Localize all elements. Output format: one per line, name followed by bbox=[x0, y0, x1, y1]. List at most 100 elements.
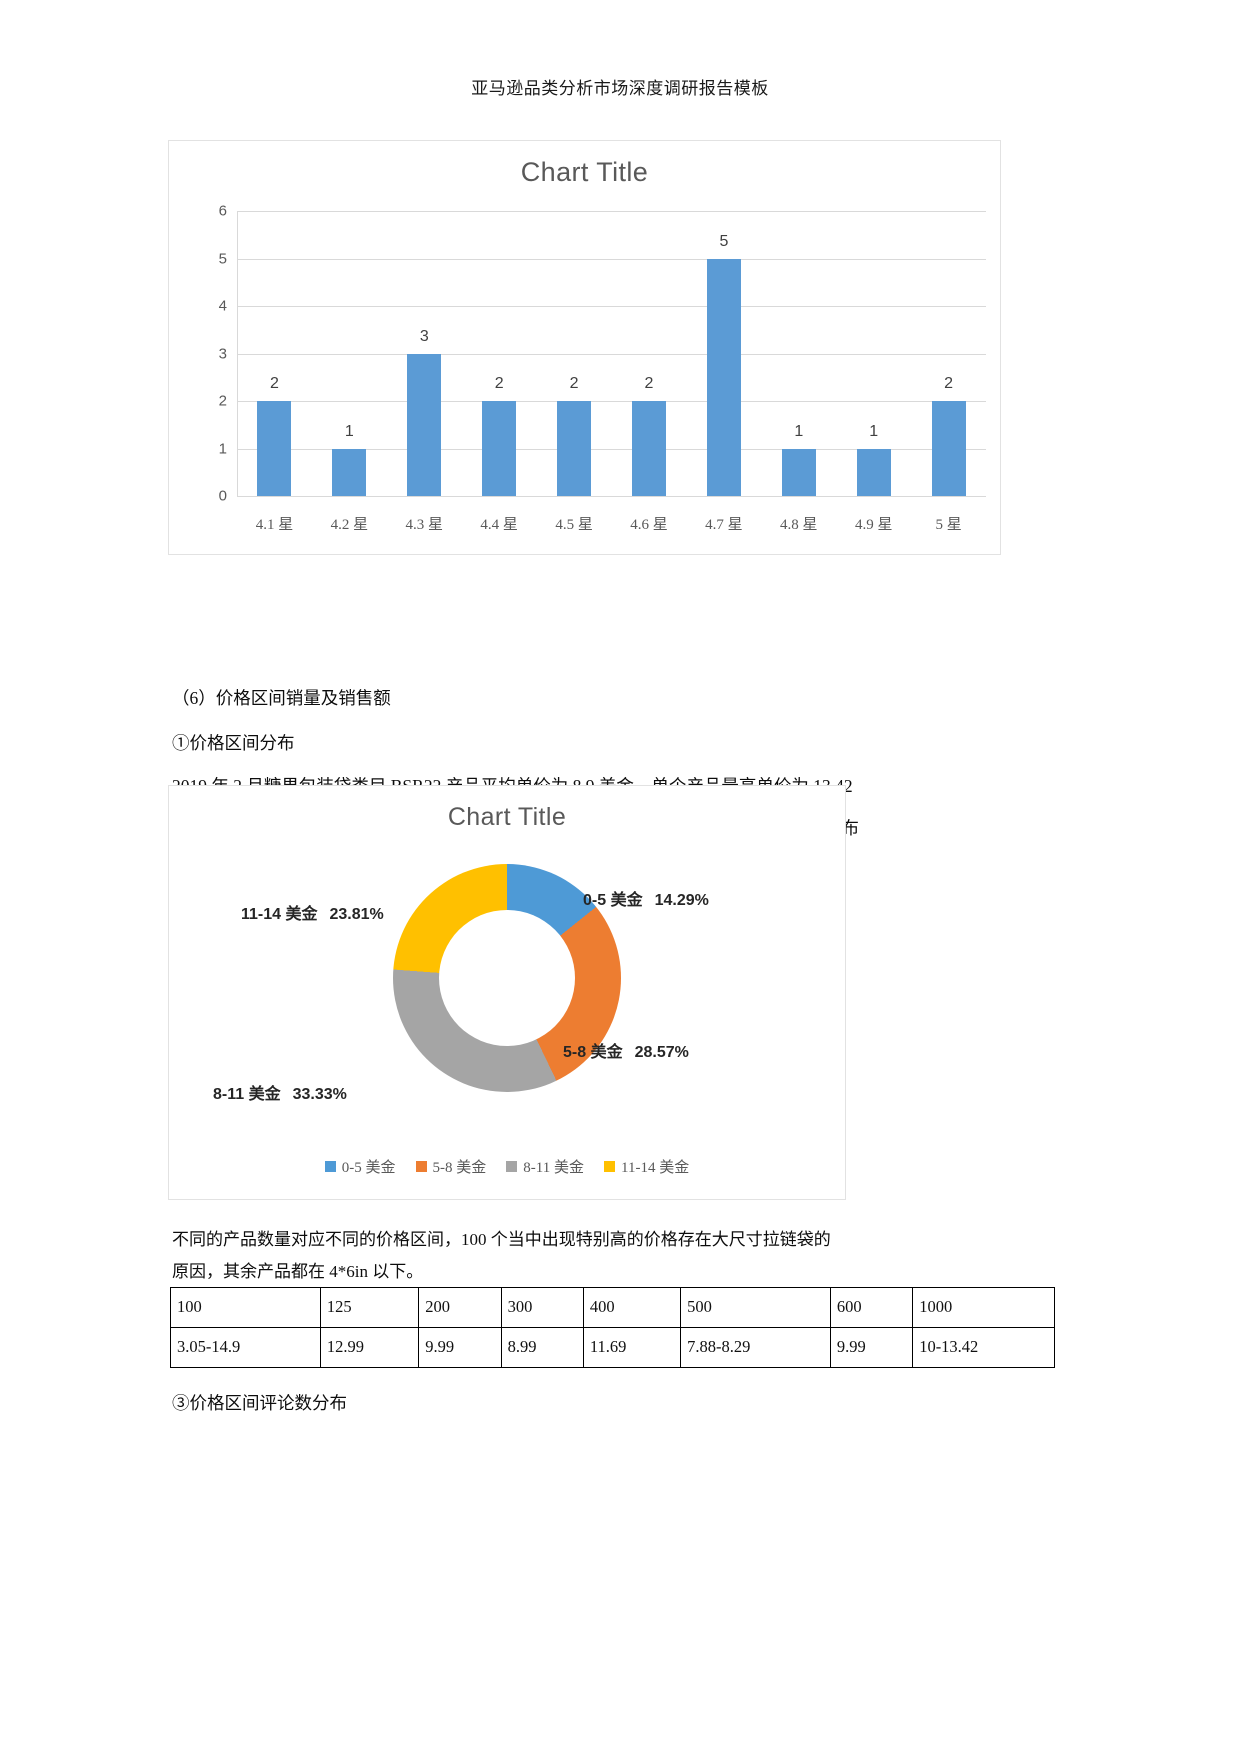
table-cell: 11.69 bbox=[582, 1327, 682, 1368]
after-pie-line-2: 原因，其余产品都在 4*6in 以下。 bbox=[172, 1262, 424, 1281]
bar-chart-bar[interactable]: 2 bbox=[631, 375, 666, 496]
section-heading-3: ③价格区间评论数分布 bbox=[172, 1393, 347, 1413]
bar-chart-bar-slot[interactable]: 5 bbox=[686, 211, 761, 496]
donut-legend-swatch bbox=[324, 1161, 336, 1172]
bar-chart-y-tick: 2 bbox=[218, 392, 227, 410]
bar-chart-bar-slot[interactable]: 1 bbox=[836, 211, 911, 496]
bar-chart-data-label: 2 bbox=[270, 375, 279, 392]
donut-label-8-11-text: 8-11 美金 bbox=[213, 1086, 281, 1103]
bar-chart-bar-slot[interactable]: 2 bbox=[612, 211, 687, 496]
bar-chart-y-tick: 3 bbox=[218, 345, 227, 362]
bar-chart-y-tick: 1 bbox=[218, 440, 227, 457]
donut-chart-title: Chart Title bbox=[447, 803, 567, 831]
table-row: 100 125 200 300 400 500 600 1000 bbox=[170, 1287, 1055, 1328]
bar-chart-data-label: 5 bbox=[719, 232, 729, 250]
bar-chart-x-tick: 4.2 星 bbox=[330, 517, 369, 533]
table-cell: 500 bbox=[680, 1287, 831, 1328]
table-cell: 7.88-8.29 bbox=[680, 1327, 831, 1368]
bar-chart-data-label: 1 bbox=[794, 422, 804, 440]
bar-chart-x-tick: 4.7 星 bbox=[705, 517, 743, 533]
price-quantity-table: 100 125 200 300 400 500 600 1000 3.05-14.9 12.99 9… bbox=[170, 1287, 1055, 1368]
donut-label-0-5-value: 14.29% bbox=[654, 892, 709, 909]
bar-chart-bar[interactable]: 2 bbox=[482, 375, 517, 496]
bar-chart-bar[interactable]: 1 bbox=[332, 423, 367, 496]
bar-chart-bar[interactable]: 1 bbox=[856, 423, 891, 496]
bar-chart-gridline bbox=[237, 496, 986, 497]
donut-chart-legend: 0-5 美金 5-8 美金 8-11 美金 11-14 美金 bbox=[169, 1156, 845, 1177]
bar-chart-gridlines bbox=[237, 211, 986, 497]
bar-chart-x-tick: 4.3 星 bbox=[405, 517, 444, 533]
donut-legend-label: 0-5 美金 bbox=[341, 1160, 396, 1176]
table-cell: 400 bbox=[582, 1287, 682, 1328]
bar-chart-bar[interactable]: 2 bbox=[557, 375, 592, 496]
bar-chart-gridline bbox=[237, 401, 986, 402]
bar-chart[interactable]: Chart Title 0 1 2 3 4 5 6 2 1 3 2 2 2 5 1 1 2 4.1 星 4.2 … bbox=[168, 140, 1001, 555]
table-cell: 1000 bbox=[912, 1287, 1055, 1328]
bar-chart-x-tick: 4.9 星 bbox=[854, 517, 893, 533]
bar-chart-x-axis: 4.1 星 4.2 星 4.3 星 4.4 星 4.5 星 4.6 星 4.7 星 4.8 星… bbox=[237, 513, 986, 534]
donut-label-5-8-text: 5-8 美金 bbox=[563, 1044, 623, 1061]
donut-legend-swatch bbox=[415, 1161, 427, 1172]
bar-chart-bars: 2 1 3 2 2 2 5 1 1 2 bbox=[237, 211, 986, 496]
bar-chart-y-tick: 0 bbox=[218, 487, 227, 505]
donut-chart-plot-area: 0-5 美金 14.29% 5-8 美金 28.57% 8-11 美金 33.33% … bbox=[169, 858, 845, 1128]
bar-chart-bar-slot[interactable]: 3 bbox=[387, 211, 462, 496]
bar-chart-x-tick: 4.4 星 bbox=[480, 517, 518, 533]
bar-chart-data-label: 2 bbox=[569, 375, 579, 392]
bar-chart-gridline bbox=[237, 258, 986, 260]
bar-chart-bar[interactable]: 1 bbox=[781, 423, 816, 496]
bar-chart-bar-slot[interactable]: 1 bbox=[312, 211, 387, 496]
table-cell: 9.99 bbox=[418, 1327, 502, 1368]
donut-legend-item[interactable]: 0-5 美金 bbox=[324, 1156, 396, 1177]
bar-chart-bar-slot[interactable]: 1 bbox=[761, 211, 836, 496]
bar-chart-y-tick: 4 bbox=[218, 297, 227, 315]
donut-legend-swatch bbox=[604, 1161, 615, 1172]
bar-chart-gridline bbox=[237, 211, 986, 212]
table-cell: 9.99 bbox=[829, 1327, 914, 1368]
donut-legend-item[interactable]: 8-11 美金 bbox=[506, 1156, 584, 1177]
donut-legend-label: 5-8 美金 bbox=[432, 1160, 487, 1176]
bar-chart-x-tick: 5 星 bbox=[935, 517, 962, 533]
donut-legend-label: 8-11 美金 bbox=[523, 1160, 584, 1176]
bar-chart-bar[interactable]: 2 bbox=[931, 375, 966, 496]
section-heading-1: ①价格区间分布 bbox=[172, 733, 295, 753]
donut-label-11-14-text: 11-14 美金 bbox=[241, 906, 318, 923]
bar-chart-bar-slot[interactable]: 2 bbox=[237, 211, 312, 496]
donut-label-11-14-value: 23.81% bbox=[329, 906, 384, 923]
bar-chart-y-axis: 0 1 2 3 4 5 6 bbox=[203, 203, 233, 505]
table-cell: 12.99 bbox=[319, 1327, 420, 1368]
bar-chart-plot-area: 0 1 2 3 4 5 6 2 1 3 2 2 2 5 1 1 2 bbox=[203, 203, 986, 505]
bar-chart-data-label: 1 bbox=[869, 422, 879, 440]
page-title: 亚马逊品类分析市场深度调研报告模板 bbox=[471, 79, 769, 98]
table-cell: 200 bbox=[418, 1287, 502, 1328]
donut-label-8-11: 8-11 美金 33.33% bbox=[213, 1080, 347, 1104]
donut-label-8-11-value: 33.33% bbox=[292, 1086, 347, 1103]
bar-chart-x-tick: 4.8 星 bbox=[780, 517, 818, 533]
donut-legend-item[interactable]: 11-14 美金 bbox=[604, 1156, 689, 1177]
bar-chart-y-axis-line bbox=[237, 211, 238, 496]
donut-chart[interactable]: Chart Title 0-5 美金 14.29% 5-8 美金 28.57% 8-… bbox=[168, 785, 846, 1200]
donut-legend-item[interactable]: 5-8 美金 bbox=[415, 1156, 487, 1177]
donut-ring bbox=[393, 864, 621, 1092]
bar-chart-data-label: 2 bbox=[944, 375, 954, 392]
table-cell: 3.05-14.9 bbox=[170, 1327, 321, 1368]
donut-label-0-5: 0-5 美金 14.29% bbox=[583, 886, 709, 910]
table-cell: 100 bbox=[170, 1287, 321, 1328]
bar-chart-bar[interactable]: 3 bbox=[407, 328, 442, 496]
bar-chart-bar[interactable]: 5 bbox=[706, 233, 741, 496]
after-pie-line-1: 不同的产品数量对应不同的价格区间，100 个当中出现特别高的价格存在大尺寸拉链袋… bbox=[172, 1230, 831, 1249]
bar-chart-bar[interactable]: 2 bbox=[257, 375, 292, 496]
bar-chart-bar-slot[interactable]: 2 bbox=[911, 211, 986, 496]
bar-chart-title: Chart Title bbox=[520, 157, 649, 187]
bar-chart-bar-slot[interactable]: 2 bbox=[462, 211, 537, 496]
bar-chart-x-tick: 4.6 星 bbox=[630, 517, 668, 533]
bar-chart-gridline bbox=[237, 306, 986, 307]
bar-chart-y-tick: 6 bbox=[218, 202, 227, 220]
donut-label-11-14: 11-14 美金 23.81% bbox=[241, 900, 384, 924]
bar-chart-bar-slot[interactable]: 2 bbox=[537, 211, 612, 496]
bar-chart-x-tick: 4.5 星 bbox=[555, 517, 593, 533]
table-cell: 10-13.42 bbox=[912, 1327, 1055, 1368]
donut-label-0-5-text: 0-5 美金 bbox=[583, 892, 643, 909]
bar-chart-data-label: 3 bbox=[419, 327, 429, 345]
